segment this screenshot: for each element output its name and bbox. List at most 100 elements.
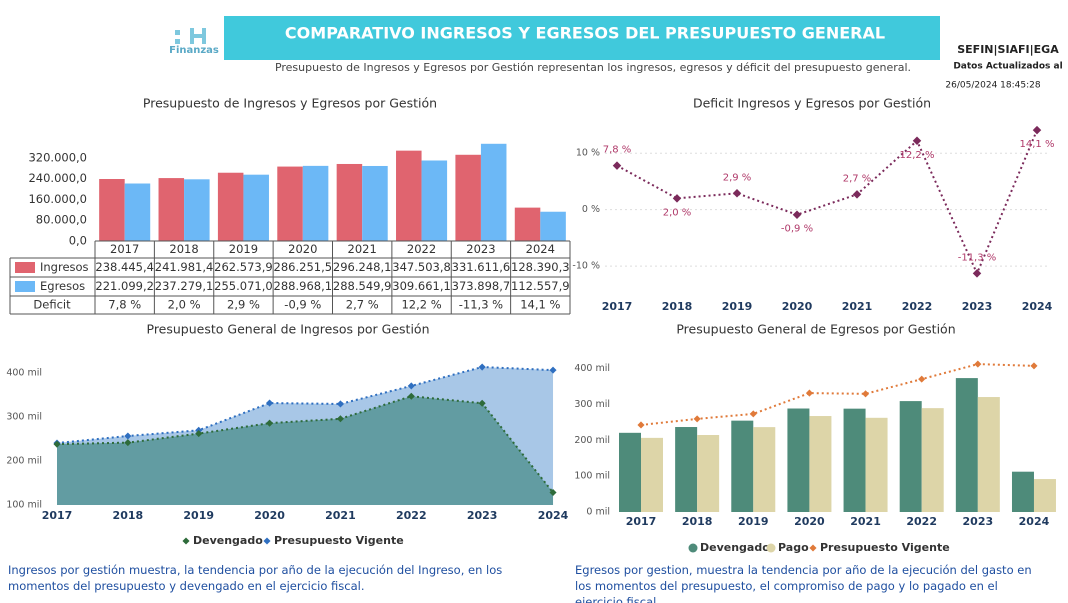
updated-label: Datos Actualizados al xyxy=(953,62,1062,72)
legend-swatch xyxy=(15,281,35,292)
bar xyxy=(124,183,151,241)
y-tick-label: 200 mil xyxy=(6,456,42,467)
x-tick-label: 2021 xyxy=(850,515,881,528)
table-cell: 286.251,5 xyxy=(274,260,333,274)
bar xyxy=(619,432,641,512)
bar xyxy=(396,150,422,241)
line-marker xyxy=(549,488,557,497)
line-marker xyxy=(693,415,701,423)
legend-label: Egresos xyxy=(40,279,85,293)
line-marker xyxy=(974,360,982,368)
data-label: 2,7 % xyxy=(843,173,872,184)
bar xyxy=(921,408,944,512)
bar xyxy=(421,160,448,241)
bar xyxy=(1033,479,1056,512)
table-cell: 2,7 % xyxy=(346,298,379,312)
y-tick-label: 100 mil xyxy=(574,471,610,482)
x-tick-label: 2019 xyxy=(722,300,753,313)
table-header: 2020 xyxy=(288,242,317,256)
source: SEFIN|SIAFI|EGA xyxy=(957,43,1059,56)
line-marker xyxy=(124,439,132,447)
table-cell: -0,9 % xyxy=(284,298,321,312)
bar xyxy=(480,143,507,241)
bar xyxy=(302,165,329,241)
x-tick-label: 2021 xyxy=(325,509,356,522)
line-marker xyxy=(53,440,61,448)
line-marker xyxy=(336,400,344,408)
table-header: 2023 xyxy=(466,242,495,256)
row-label: Deficit xyxy=(33,298,71,312)
table-cell: 221.099,2 xyxy=(95,279,154,293)
table-header: 2018 xyxy=(169,242,198,256)
bar xyxy=(899,401,922,512)
bar xyxy=(809,416,832,512)
legend-marker xyxy=(182,537,190,545)
x-tick-label: 2018 xyxy=(662,300,693,313)
line-marker xyxy=(1030,362,1038,370)
table-header: 2019 xyxy=(229,242,258,256)
line-marker xyxy=(266,399,274,407)
legend-label: Presupuesto Vigente xyxy=(274,534,404,547)
line-marker xyxy=(612,161,622,170)
line-marker xyxy=(478,399,486,407)
bar xyxy=(455,154,481,241)
bar xyxy=(675,427,698,512)
table-cell: 112.557,9 xyxy=(511,279,570,293)
x-tick-label: 2023 xyxy=(963,515,994,528)
table-cell: -11,3 % xyxy=(459,298,503,312)
data-label: 7,8 % xyxy=(603,145,632,156)
y-tick-label: 160.000,0 xyxy=(28,192,87,206)
line-marker xyxy=(672,194,682,203)
line-marker xyxy=(549,366,557,374)
line-marker xyxy=(407,382,415,390)
x-tick-label: 2021 xyxy=(842,300,873,313)
x-tick-label: 2019 xyxy=(738,515,769,528)
y-tick-label: 320.000,0 xyxy=(28,150,87,164)
x-tick-label: 2024 xyxy=(1019,515,1050,528)
x-tick-label: 2022 xyxy=(906,515,937,528)
y-tick-label: 400 mil xyxy=(6,368,42,379)
y-tick-label: 80.000,0 xyxy=(36,213,87,227)
line-marker xyxy=(918,375,926,383)
bar xyxy=(158,178,185,241)
line-marker xyxy=(852,190,862,199)
bar xyxy=(362,165,388,241)
x-tick-label: 2018 xyxy=(113,509,144,522)
bar xyxy=(540,211,566,241)
x-tick-label: 2020 xyxy=(794,515,825,528)
bar xyxy=(697,435,720,512)
y-tick-label: 200 mil xyxy=(574,435,610,446)
logo-text: Finanzas xyxy=(169,45,219,56)
bar xyxy=(955,378,978,512)
table-cell: 2,9 % xyxy=(227,298,260,312)
bar xyxy=(731,420,754,512)
legend-label: Presupuesto Vigente xyxy=(820,541,950,554)
bar xyxy=(843,408,866,512)
table-cell: 255.071,0 xyxy=(214,279,273,293)
data-label: -11,3 % xyxy=(958,252,997,263)
table-cell: 237.279,1 xyxy=(155,279,214,293)
table-cell: 288.549,9 xyxy=(333,279,392,293)
x-tick-label: 2019 xyxy=(183,509,214,522)
logo xyxy=(175,28,206,44)
table-cell: 7,8 % xyxy=(108,298,141,312)
chart-title: Presupuesto de Ingresos y Egresos por Ge… xyxy=(143,96,437,111)
page-title: COMPARATIVO INGRESOS Y EGRESOS DEL PRESU… xyxy=(285,24,885,43)
legend-marker xyxy=(809,544,817,552)
data-label: 2,0 % xyxy=(663,207,692,218)
legend-marker xyxy=(766,543,776,553)
table-cell: 373.898,7 xyxy=(452,279,511,293)
line-marker xyxy=(805,389,813,397)
y-tick-label: 0,0 xyxy=(69,234,87,248)
bar xyxy=(1011,471,1034,512)
y-tick-label: 0 mil xyxy=(586,507,610,518)
table-header: 2021 xyxy=(348,242,377,256)
line-marker xyxy=(972,269,982,278)
footnote: Ingresos por gestión muestra, la tendenc… xyxy=(8,563,503,593)
line-marker xyxy=(732,189,742,198)
x-tick-label: 2017 xyxy=(42,509,73,522)
bar xyxy=(217,172,244,241)
bar xyxy=(336,163,363,241)
